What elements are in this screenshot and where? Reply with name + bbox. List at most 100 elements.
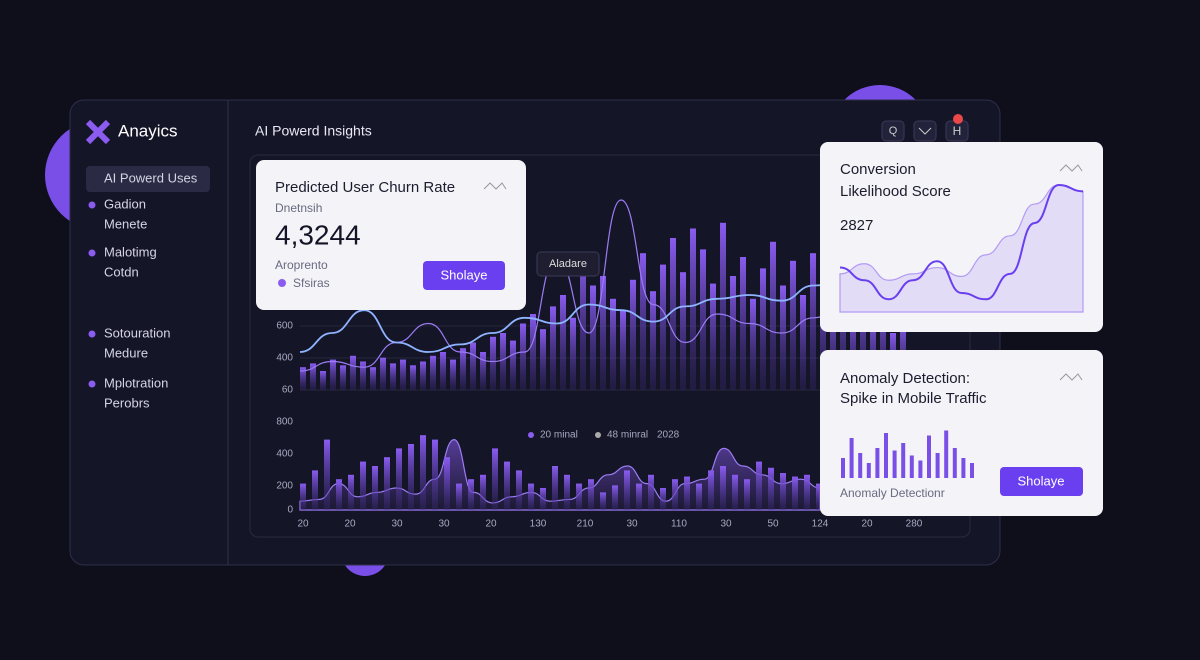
bar [849, 438, 854, 478]
button[interactable] [423, 261, 505, 290]
card-title: Spike in Mobile Traffic [840, 390, 987, 407]
bar [770, 241, 776, 390]
bar [576, 483, 582, 510]
bar [420, 361, 426, 390]
bar [830, 302, 836, 390]
bar [500, 333, 506, 390]
bar [804, 474, 810, 510]
y-tick-label: 200 [276, 481, 293, 492]
bar [620, 310, 626, 390]
button-label[interactable]: Sholaye [441, 267, 488, 282]
menu-item[interactable]: Perobrs [104, 395, 150, 410]
bar [730, 276, 736, 390]
menu-dot [88, 249, 96, 257]
card-value: 2827 [840, 217, 873, 234]
legend-label: 48 minral [607, 430, 648, 441]
bar [708, 470, 714, 510]
bar [927, 435, 931, 478]
bar [550, 306, 556, 390]
card-title: Anomaly Detection: [840, 370, 970, 387]
bar [470, 342, 476, 390]
bar [700, 249, 706, 390]
bar [360, 361, 366, 390]
bar [880, 304, 886, 390]
bar [756, 461, 762, 510]
bar [480, 474, 486, 510]
bar [610, 298, 616, 390]
menu-item[interactable]: Malotimg [104, 244, 157, 259]
y-tick-label: 800 [276, 417, 293, 428]
line [839, 183, 1084, 301]
menu-item[interactable]: Mplotration [104, 375, 168, 390]
bar [750, 298, 756, 390]
bar [460, 348, 466, 390]
menu-item[interactable]: AI Powerd Uses [104, 170, 198, 185]
bar [580, 257, 586, 390]
x-tick-label: 110 [671, 519, 687, 530]
bar [866, 463, 871, 478]
x-tick-label: 20 [297, 519, 309, 530]
bar [380, 357, 386, 390]
logo-icon [85, 119, 111, 145]
bar [961, 458, 966, 478]
x-tick-label: 20 [485, 519, 497, 530]
x-tick-label: 30 [626, 519, 638, 530]
bar [810, 253, 816, 390]
card-subtitle: Dnetnsih [275, 201, 322, 215]
bar [744, 479, 750, 510]
card-value: 4,3244 [275, 219, 361, 250]
bar [312, 470, 318, 510]
collapse-icon[interactable] [1059, 164, 1083, 172]
menu-item[interactable]: Cotdn [104, 264, 139, 279]
bar [660, 488, 666, 510]
bar [320, 371, 326, 390]
bar [490, 336, 496, 390]
bar [684, 476, 690, 510]
button-label[interactable]: Sholaye [1018, 473, 1065, 488]
bar [952, 448, 957, 478]
menu-item[interactable]: Sotouration [104, 325, 171, 340]
icon-button[interactable] [913, 120, 937, 142]
collapse-icon[interactable] [1059, 373, 1083, 381]
collapse-icon[interactable] [483, 182, 507, 190]
legend-dot [595, 432, 601, 438]
bar [858, 453, 863, 478]
card-title: Likelihood Score [840, 183, 951, 200]
bar [590, 285, 596, 390]
icon-label[interactable]: Q [889, 125, 898, 137]
icon-button[interactable] [881, 120, 905, 142]
bar [340, 365, 346, 390]
bar [552, 466, 558, 510]
bar [540, 488, 546, 510]
bar [935, 453, 940, 478]
bar [909, 455, 914, 478]
y-tick-label: 400 [276, 449, 293, 460]
bar [780, 473, 786, 510]
bar [564, 474, 570, 510]
active-item[interactable] [86, 166, 210, 192]
bar [670, 238, 676, 390]
bar [560, 295, 566, 390]
peak-line [299, 199, 911, 372]
icon-label[interactable]: H [953, 124, 962, 138]
bar [370, 367, 376, 390]
card-title: Conversion [840, 161, 916, 178]
x-tick-label: 50 [767, 519, 779, 530]
menu-item[interactable]: Medure [104, 345, 148, 360]
bar [612, 485, 618, 510]
bar [330, 359, 336, 390]
bar [600, 492, 606, 510]
bar [390, 363, 396, 390]
header-title: AI Powerd Insights [255, 123, 372, 139]
bar [884, 433, 888, 478]
bar [680, 272, 686, 390]
menu-item[interactable]: Menete [104, 216, 147, 231]
tooltip [536, 251, 600, 277]
button[interactable] [1000, 467, 1083, 496]
bar [648, 474, 654, 510]
bar [860, 295, 866, 390]
legend-dot [278, 279, 286, 287]
menu-item[interactable]: Gadion [104, 196, 146, 211]
bar [310, 363, 316, 390]
bar [875, 448, 880, 478]
